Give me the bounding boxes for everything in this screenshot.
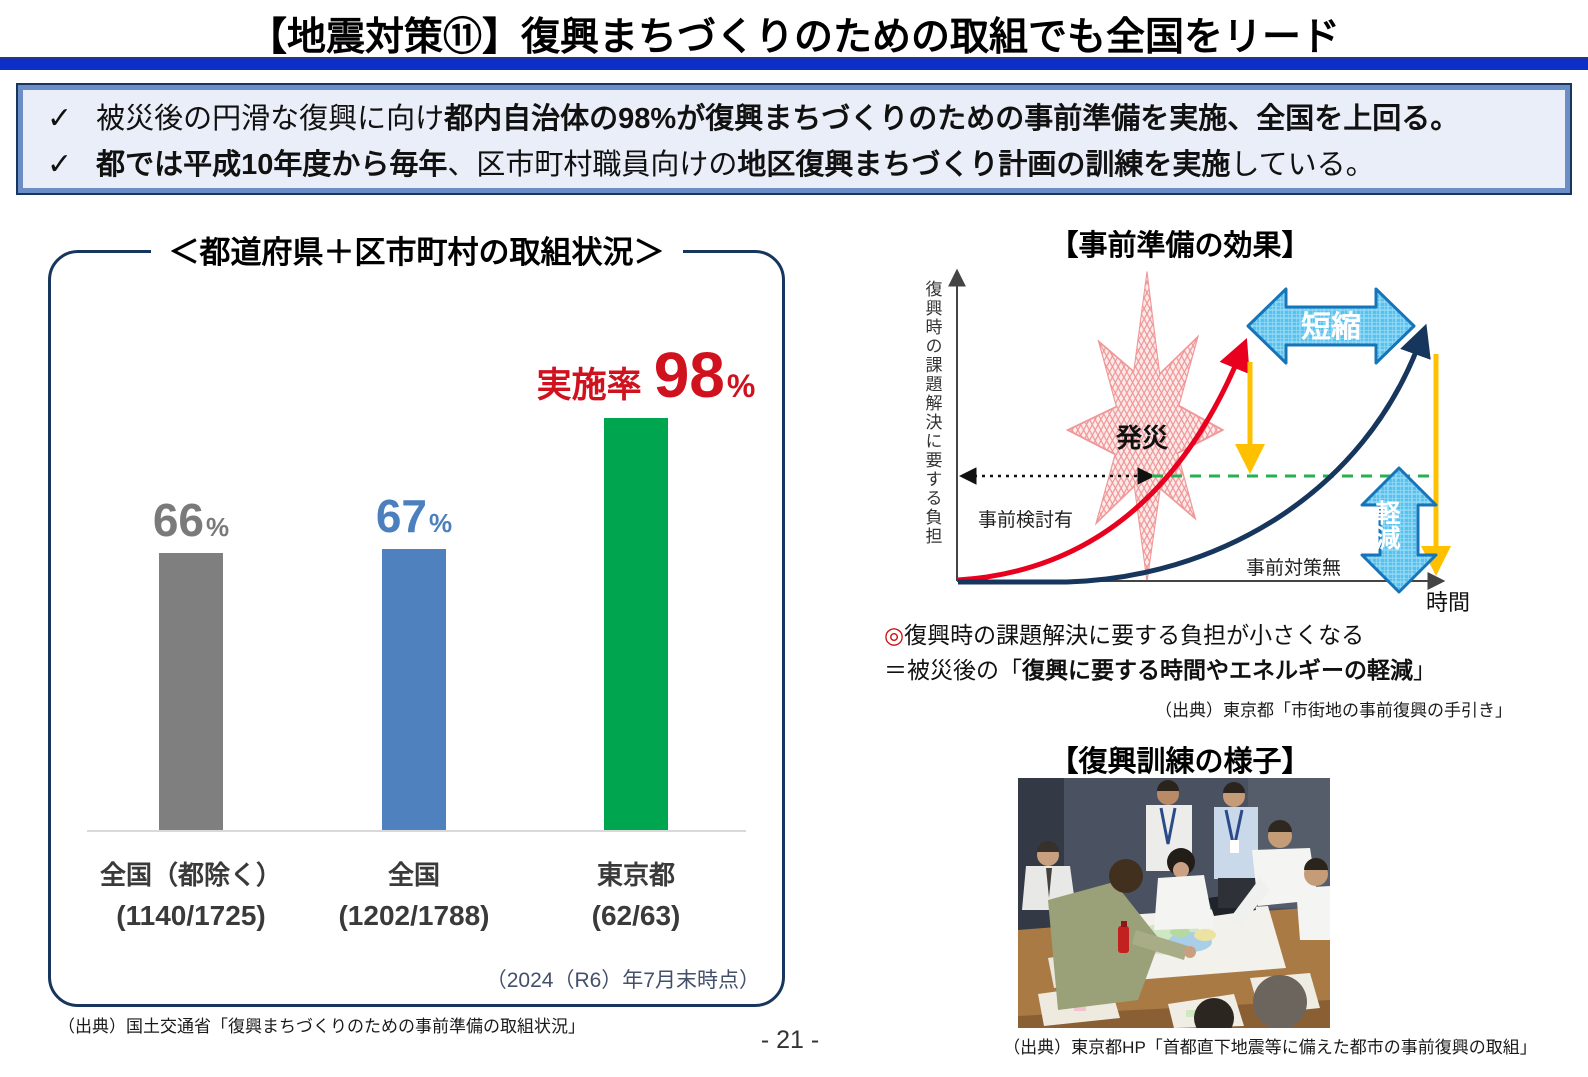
- chart-panel: ＜都道府県＋区市町村の取組状況＞ 66% 67% 実施率 98% 全国（都除く） …: [48, 227, 785, 1007]
- curve-without-preparation: [958, 323, 1431, 585]
- with-preparation-label: 事前検討有: [978, 509, 1073, 531]
- person-back-standing-2: [1214, 782, 1258, 908]
- category-label: 東京都: [596, 860, 675, 890]
- key-point-2-bold2: 地区復興まちづくり計画の訓練を実施: [737, 148, 1231, 181]
- bar-unit: %: [429, 507, 453, 538]
- curve-with-preparation: [957, 337, 1250, 583]
- bar-value-label: 66%: [153, 493, 229, 547]
- conclusion-line2-bold: 復興に要する時間やエネルギーの軽減: [1022, 657, 1413, 683]
- person-far-right: [1296, 858, 1330, 940]
- reduce-label: 軽減: [1372, 500, 1401, 551]
- bar-national-excl-tokyo: 66%: [153, 494, 229, 830]
- key-point-1-normal: 被災後の円滑な復興に向け: [96, 103, 445, 136]
- person-foreground-darkhair: [1194, 998, 1234, 1028]
- bar-chart: 66% 67% 実施率 98% 全国（都除く） (1140/1725) 全国 (1…: [51, 253, 782, 1004]
- category-fraction: (1140/1725): [116, 900, 266, 931]
- key-point-2: ✓ 都では平成10年度から毎年、区市町村職員向けの地区復興まちづくり計画の訓練を…: [31, 141, 1557, 183]
- category-label: 全国（都除く）: [99, 860, 282, 890]
- training-photo-source: （出典）東京都HP「首都直下地震等に備えた都市の事前復興の取組」: [1003, 1038, 1537, 1057]
- bar-category-national-excl-tokyo: 全国（都除く） (1140/1725): [81, 855, 301, 932]
- bar-value: 98: [653, 339, 725, 412]
- y-axis-label: 復興時の課題解決に要する負担: [923, 280, 943, 546]
- bar-value-label: 実施率 98%: [537, 338, 756, 412]
- key-point-2-normal1: 、区市町村職員向けの: [447, 148, 738, 181]
- chart-panel-title: ＜都道府県＋区市町村の取組状況＞: [150, 227, 683, 272]
- bar-category-tokyo: 東京都 (62/63): [526, 855, 746, 932]
- category-label: 全国: [387, 860, 440, 890]
- key-point-2-normal2: している。: [1230, 148, 1375, 181]
- key-point-1-bold: 都内自治体の98%が復興まちづくりのための事前準備を実施、全国を上回る。: [444, 103, 1460, 136]
- rate-prefix-label: 実施率: [536, 366, 642, 406]
- chart-baseline: [87, 830, 746, 832]
- effect-diagram: 復興時の課題解決に要する負担 時間 短縮 軽減 発災 事前検討有 事前対策無: [923, 268, 1470, 615]
- conclusion-line2-pre: ＝被災後の「: [884, 657, 1022, 683]
- key-point-2-bold1: 都では平成10年度から毎年: [96, 148, 448, 181]
- effect-diagram-title: 【事前準備の効果】: [1049, 230, 1311, 262]
- person-foreground-grayhair: [1253, 975, 1307, 1028]
- person-foreground-woman: [1048, 859, 1196, 1010]
- bar-value: 67: [375, 489, 428, 542]
- x-axis-label: 時間: [1426, 590, 1470, 615]
- shorten-arrow: 短縮: [1246, 287, 1416, 365]
- reduce-arrow: 軽減: [1360, 466, 1438, 594]
- training-photo: [1018, 778, 1330, 1028]
- page-title: 【地震対策⑪】復興まちづくりのための取組でも全国をリード: [247, 16, 1340, 59]
- bar-category-national: 全国 (1202/1788): [304, 855, 524, 932]
- disaster-label: 発災: [1115, 423, 1169, 453]
- conclusion-line2-post: 」: [1413, 657, 1436, 683]
- bar-unit: %: [726, 368, 756, 405]
- conclusion-line1: 復興時の課題解決に要する負担が小さくなる: [904, 622, 1365, 648]
- check-icon: ✓: [47, 147, 73, 181]
- bar-unit: %: [206, 511, 230, 542]
- bar-national: 67%: [376, 490, 452, 830]
- category-fraction: (1202/1788): [338, 900, 490, 931]
- without-preparation-label: 事前対策無: [1246, 557, 1341, 579]
- key-point-2-text: 都では平成10年度から毎年、区市町村職員向けの地区復興まちづくり計画の訓練を実施…: [96, 141, 1374, 183]
- red-bottle: [1118, 921, 1129, 953]
- page-number: - 21 -: [760, 1026, 820, 1054]
- bar-tokyo: 実施率 98%: [537, 339, 755, 830]
- shorten-label: 短縮: [1301, 311, 1361, 344]
- chart-date-note: （2024（R6）年7月末時点）: [485, 969, 760, 992]
- check-icon: ✓: [47, 102, 73, 136]
- chart-source: （出典）国土交通省「復興まちづくりのための事前準備の取組状況」: [58, 1017, 585, 1036]
- key-points-box: ✓ 被災後の円滑な復興に向け都内自治体の98%が復興まちづくりのための事前準備を…: [16, 83, 1572, 195]
- key-point-1-text: 被災後の円滑な復興に向け都内自治体の98%が復興まちづくりのための事前準備を実施…: [96, 95, 1459, 137]
- person-center-woman: [1154, 848, 1214, 930]
- bar-value: 66: [152, 493, 205, 546]
- bar-value-label: 67%: [376, 489, 452, 543]
- double-circle-icon: ◎: [884, 622, 905, 648]
- category-fraction: (62/63): [591, 900, 681, 931]
- effect-conclusion: ◎復興時の課題解決に要する負担が小さくなる ＝被災後の「復興に要する時間やエネル…: [884, 618, 1436, 688]
- effect-diagram-source: （出典）東京都「市街地の事前復興の手引き」: [1155, 701, 1512, 720]
- disaster-burst-icon: [1065, 271, 1225, 583]
- training-photo-title: 【復興訓練の様子】: [1049, 746, 1311, 778]
- title-underline: [0, 57, 1588, 70]
- key-point-1: ✓ 被災後の円滑な復興に向け都内自治体の98%が復興まちづくりのための事前準備を…: [31, 95, 1557, 137]
